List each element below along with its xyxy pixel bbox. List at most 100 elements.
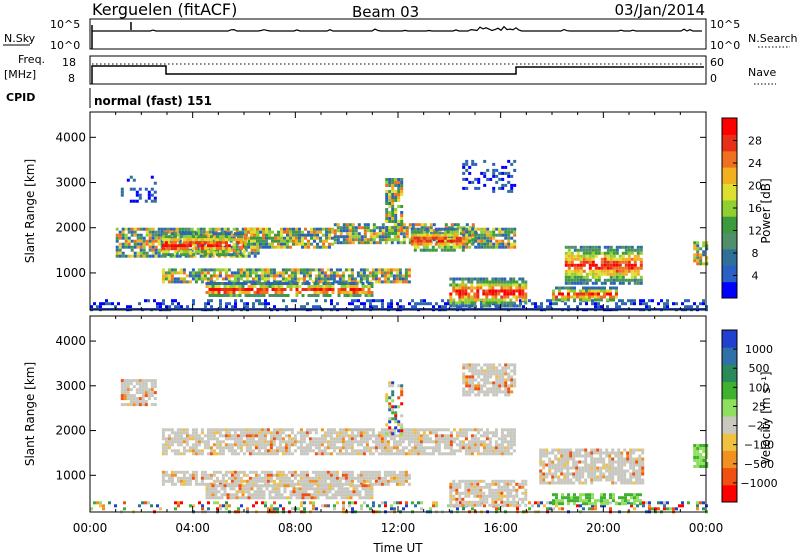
echo-cell [486, 375, 490, 379]
echo-cell [416, 452, 420, 456]
echo-cell [380, 268, 384, 272]
echo-cell [191, 470, 195, 474]
echo-cell [308, 449, 312, 453]
echo-cell [359, 437, 363, 441]
echo-cell [229, 285, 233, 288]
echo-cell [224, 235, 228, 239]
echo-cell [452, 233, 456, 237]
echo-cell [304, 282, 308, 285]
echo-cell [340, 291, 344, 294]
echo-cell [609, 281, 613, 285]
echo-cell [138, 400, 142, 404]
echo-cell [384, 238, 388, 242]
echo-cell [191, 241, 195, 245]
echo-cell [354, 235, 358, 239]
echo-cell [473, 434, 477, 438]
echo-cell [260, 479, 264, 483]
echo-cell [387, 302, 390, 306]
echo-cell [200, 274, 204, 278]
echo-cell [139, 242, 143, 246]
echo-cell [350, 473, 354, 477]
echo-cell [486, 239, 490, 243]
echo-cell [284, 446, 288, 450]
echo-cell [449, 437, 453, 441]
echo-cell [226, 484, 230, 488]
echo-cell [307, 282, 311, 285]
echo-cell [241, 285, 245, 288]
echo-cell [609, 263, 613, 267]
echo-cell [182, 452, 186, 456]
echo-cell [630, 269, 634, 273]
echo-cell [639, 299, 642, 303]
echo-cell [446, 434, 450, 438]
echo-cell [298, 242, 301, 246]
echo-cell [417, 501, 420, 505]
echo-cell [473, 277, 477, 281]
echo-cell [663, 305, 666, 309]
echo-cell [642, 501, 645, 505]
echo-cell [515, 298, 519, 302]
echo-cell [474, 366, 478, 370]
echo-cell [194, 476, 198, 480]
echo-cell [630, 248, 634, 252]
echo-cell [322, 487, 326, 491]
echo-cell [136, 227, 140, 231]
echo-cell [194, 479, 198, 483]
echo-cell [603, 269, 607, 273]
echo-cell [519, 302, 522, 306]
echo-cell [425, 440, 429, 444]
echo-cell [319, 239, 322, 243]
echo-cell [367, 487, 371, 491]
echo-cell [117, 302, 120, 306]
y-tick-label: 3000 [55, 176, 86, 190]
echo-cell [177, 305, 180, 309]
echo-cell [136, 251, 140, 255]
echo-cell [468, 245, 472, 249]
echo-cell [494, 452, 498, 456]
echo-cell [268, 245, 271, 249]
echo-cell [500, 286, 504, 290]
echo-cell [265, 245, 268, 249]
echo-cell [218, 443, 222, 447]
echo-cell [464, 434, 468, 438]
echo-cell [328, 490, 332, 494]
echo-cell [618, 275, 622, 279]
echo-cell [230, 479, 234, 483]
echo-cell [319, 227, 322, 231]
echo-cell [434, 230, 438, 234]
echo-cell [217, 285, 221, 288]
echo-cell [370, 487, 374, 491]
echo-cell [305, 473, 309, 477]
echo-cell [211, 227, 215, 231]
echo-cell [404, 431, 408, 435]
echo-cell [491, 434, 495, 438]
echo-cell [234, 299, 237, 303]
echo-cell [381, 223, 385, 227]
echo-cell [341, 274, 345, 278]
echo-cell [267, 507, 270, 511]
echo-cell [272, 280, 276, 284]
echo-cell [182, 482, 186, 486]
echo-cell [498, 230, 502, 234]
echo-cell [212, 473, 216, 477]
echo-cell [138, 193, 142, 197]
echo-cell [302, 440, 306, 444]
echo-cell [422, 431, 426, 435]
echo-cell [235, 484, 239, 488]
echo-cell [207, 501, 210, 505]
echo-cell [139, 245, 143, 249]
echo-cell [264, 302, 267, 306]
echo-cell [284, 268, 288, 272]
echo-cell [244, 288, 248, 291]
echo-cell [266, 443, 270, 447]
echo-cell [278, 271, 282, 275]
echo-cell [218, 253, 222, 257]
echo-cell [594, 245, 598, 249]
echo-cell [558, 298, 561, 302]
echo-cell [585, 275, 589, 279]
echo-cell [293, 443, 297, 447]
echo-cell [510, 363, 514, 367]
echo-cell [389, 434, 393, 438]
echo-cell [148, 230, 152, 234]
echo-cell [347, 476, 351, 480]
